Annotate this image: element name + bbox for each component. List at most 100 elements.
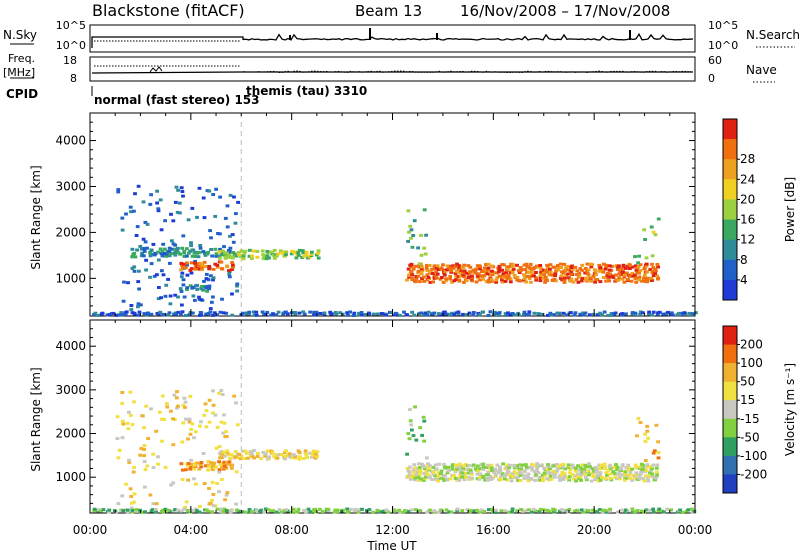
range-cell <box>171 443 176 447</box>
range-cell <box>194 430 198 434</box>
range-cell <box>654 423 659 427</box>
range-cell <box>478 267 482 271</box>
range-cell <box>174 185 179 189</box>
range-cell <box>460 471 465 475</box>
range-cell <box>408 408 412 412</box>
range-cell <box>148 253 153 257</box>
range-cell <box>136 184 141 188</box>
range-cell <box>613 311 618 315</box>
range-cell <box>211 492 216 496</box>
range-cell <box>134 508 139 511</box>
range-cell <box>545 508 550 512</box>
range-cell <box>623 508 628 512</box>
range-cell <box>600 268 604 272</box>
range-cell <box>352 509 357 513</box>
range-cell <box>252 313 257 317</box>
range-cell <box>215 263 220 267</box>
range-cell <box>138 244 143 248</box>
range-cell <box>125 508 130 512</box>
range-cell <box>580 463 585 467</box>
range-cell <box>538 276 543 280</box>
range-cell <box>443 269 448 273</box>
range-cell <box>637 275 642 279</box>
range-cell <box>516 269 521 273</box>
range-cell <box>139 247 144 251</box>
range-cell <box>308 310 313 314</box>
range-cell <box>555 469 560 473</box>
range-cell <box>424 233 428 237</box>
range-cell <box>655 463 660 467</box>
range-cell <box>680 510 685 514</box>
range-cell <box>227 275 232 279</box>
range-cell <box>487 508 491 512</box>
range-cell <box>524 313 528 317</box>
range-cell <box>543 276 548 279</box>
range-cell <box>609 478 614 482</box>
range-cell <box>581 311 585 315</box>
range-cell <box>188 249 193 253</box>
range-cell <box>155 273 159 277</box>
range-cell <box>559 274 564 278</box>
range-cell <box>133 255 138 259</box>
range-cell <box>179 268 183 272</box>
colorbar-segment <box>723 400 737 420</box>
range-cell <box>458 462 462 466</box>
colorbar-segment <box>723 344 737 364</box>
freq-unit: [MHz] <box>3 66 35 79</box>
range-cell <box>455 478 459 482</box>
range-cell <box>406 209 411 213</box>
range-cell <box>433 463 438 467</box>
range-cell <box>575 269 580 273</box>
range-cell <box>125 421 130 425</box>
range-cell <box>143 468 148 472</box>
range-cell <box>132 209 136 213</box>
range-cell <box>522 473 526 477</box>
range-cell <box>607 275 612 279</box>
range-cell <box>518 463 522 467</box>
range-cell <box>486 472 491 476</box>
range-cell <box>398 510 403 514</box>
range-cell <box>216 232 220 235</box>
range-cell <box>434 476 439 480</box>
range-cell <box>456 312 461 316</box>
range-cell <box>622 280 627 284</box>
range-cell <box>351 314 356 317</box>
range-cell <box>296 507 301 511</box>
range-cell <box>182 249 187 253</box>
range-cell <box>645 278 650 282</box>
range-cell <box>176 404 180 408</box>
range-cell <box>573 311 578 315</box>
range-cell <box>313 456 318 460</box>
range-cell <box>552 277 557 281</box>
range-cell <box>557 464 562 468</box>
range-cell <box>499 509 504 513</box>
range-cell <box>611 275 616 279</box>
range-cell <box>512 463 516 467</box>
range-cell <box>493 508 498 512</box>
range-cell <box>669 508 673 512</box>
range-cell <box>176 295 180 299</box>
range-cell <box>204 508 209 512</box>
range-cell <box>498 477 503 481</box>
range-cell <box>641 311 645 315</box>
range-cell <box>272 249 277 252</box>
range-cell <box>414 473 419 477</box>
range-cell <box>620 313 625 317</box>
range-cell <box>180 303 184 307</box>
range-cell <box>403 509 407 513</box>
range-cell <box>183 266 188 270</box>
range-cell <box>168 252 173 256</box>
range-cell <box>401 511 406 514</box>
range-cell <box>190 311 195 315</box>
range-cell <box>193 255 197 258</box>
range-cell <box>638 269 643 273</box>
range-cell <box>419 311 423 315</box>
range-cell <box>380 312 385 316</box>
range-cell <box>610 264 614 268</box>
range-cell <box>221 311 226 315</box>
range-cell <box>136 305 140 309</box>
range-cell <box>397 508 402 512</box>
colorbar-tick-label: 100 <box>740 356 763 370</box>
range-cell <box>142 312 147 316</box>
range-cell <box>555 463 559 467</box>
